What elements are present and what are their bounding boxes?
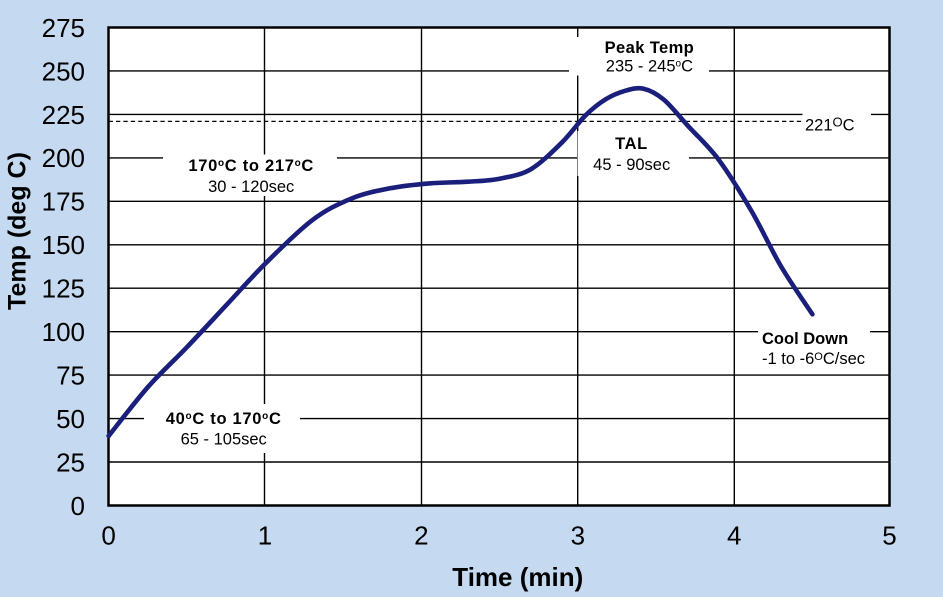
svg-text:0: 0 <box>101 521 115 551</box>
svg-text:25: 25 <box>56 447 85 477</box>
svg-text:150: 150 <box>42 230 85 260</box>
svg-text:Time (min): Time (min) <box>452 562 583 592</box>
svg-text:2: 2 <box>414 521 428 551</box>
svg-text:Cool Down: Cool Down <box>762 330 848 348</box>
svg-text:65 - 105sec: 65 - 105sec <box>181 431 267 449</box>
svg-text:50: 50 <box>56 404 85 434</box>
svg-text:3: 3 <box>571 521 585 551</box>
svg-text:235 - 245oC: 235 - 245oC <box>606 58 693 76</box>
svg-text:0: 0 <box>71 491 85 521</box>
svg-text:1: 1 <box>258 521 272 551</box>
svg-text:100: 100 <box>42 317 85 347</box>
svg-text:4: 4 <box>727 521 741 551</box>
svg-text:5: 5 <box>882 521 896 551</box>
svg-text:200: 200 <box>42 143 85 173</box>
svg-text:45 - 90sec: 45 - 90sec <box>593 156 670 174</box>
svg-text:40oC to 170oC: 40oC to 170oC <box>166 410 282 428</box>
svg-text:Peak Temp: Peak Temp <box>605 39 695 57</box>
svg-text:221OC: 221OC <box>805 115 855 135</box>
svg-text:175: 175 <box>42 187 85 217</box>
svg-text:75: 75 <box>56 361 85 391</box>
svg-text:Temp (deg C): Temp (deg C) <box>3 152 31 310</box>
svg-text:TAL: TAL <box>615 135 648 153</box>
svg-text:225: 225 <box>42 100 85 130</box>
svg-text:-1 to -6OC/sec: -1 to -6OC/sec <box>762 350 865 368</box>
svg-text:30 - 120sec: 30 - 120sec <box>208 178 294 196</box>
svg-text:250: 250 <box>42 56 85 86</box>
svg-text:125: 125 <box>42 274 85 304</box>
svg-text:275: 275 <box>42 13 85 43</box>
